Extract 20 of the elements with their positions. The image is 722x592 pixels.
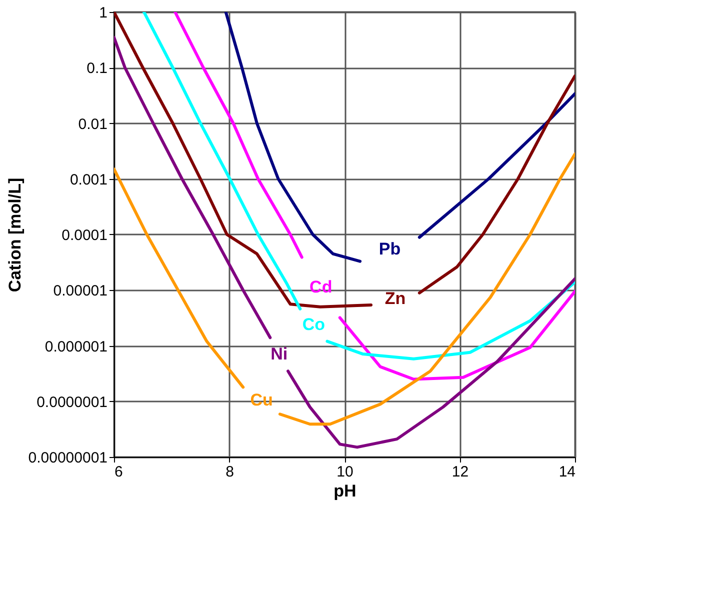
x-tick-label: 8 xyxy=(226,464,234,480)
y-tick-label: 0.1 xyxy=(86,60,108,78)
y-tick-label: 0.0000001 xyxy=(36,394,108,411)
series-label: Ni xyxy=(270,344,288,364)
x-tick-label: 12 xyxy=(452,464,469,480)
y-tick-label: 0.0001 xyxy=(62,227,108,244)
y-tick-label: 0.01 xyxy=(78,116,108,133)
series-label: Co xyxy=(302,315,326,334)
series-label: Pb xyxy=(378,239,401,258)
y-tick-label: 0.00000001 xyxy=(28,450,108,466)
series-label: Zn xyxy=(384,288,406,308)
y-tick-label: 0.000001 xyxy=(44,338,108,356)
y-tick-label: 1 xyxy=(99,4,108,22)
y-axis-title: Cation [mol/L] xyxy=(5,178,24,292)
y-tick-label: 0.00001 xyxy=(53,282,108,300)
x-tick-label: 14 xyxy=(558,464,576,480)
x-axis-title: pH xyxy=(334,482,356,500)
y-tick-label: 0.001 xyxy=(70,171,108,188)
x-tick-label: 10 xyxy=(336,464,354,480)
x-tick-label: 6 xyxy=(114,464,123,480)
